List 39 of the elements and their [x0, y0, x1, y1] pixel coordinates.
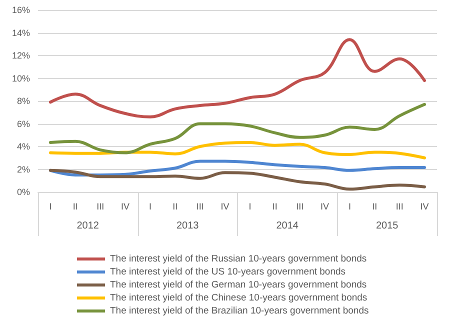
y-tick-label: 6% [16, 118, 30, 129]
y-tick-label: 4% [16, 142, 30, 152]
line-series [48, 160, 426, 176]
legend-label: The interest yield of the German 10-years government bonds [110, 280, 367, 290]
legend-label: The interest yield of the Russian 10-years government bonds [110, 254, 367, 264]
x-tick-label: I [248, 202, 252, 212]
y-tick-label: 2% [16, 164, 30, 174]
line-series [48, 168, 426, 191]
y-tick-label: 10% [12, 73, 30, 84]
y-tick-label: 8% [16, 96, 30, 106]
x-tick-label: II [72, 202, 78, 212]
y-tick-label: 12% [12, 50, 30, 60]
x-tick-label: II [372, 202, 378, 212]
legend-label: The interest yield of the Chinese 10-years government bonds [110, 292, 368, 304]
x-tick-label: IV [220, 202, 230, 212]
y-tick-label: 14% [12, 28, 30, 38]
x-tick-label: III [96, 202, 104, 212]
y-tick-label: 0% [16, 187, 30, 197]
text: 2014 [276, 220, 299, 232]
x-tick-label: IV [320, 202, 330, 212]
y-tick-label: 16% [12, 5, 30, 15]
x-tick-label: III [396, 202, 404, 212]
legend-label: The interest yield of the US 10-years government bonds [110, 266, 346, 278]
x-tick-label: I [148, 202, 152, 212]
legend-label: The interest yield of the Brazilian 10-years government bonds [110, 306, 369, 316]
x-tick-label: I [348, 202, 351, 212]
x-tick-label: II [172, 202, 178, 212]
text: 2015 [376, 220, 399, 232]
text: 2012 [76, 220, 100, 232]
x-tick-label: III [296, 202, 304, 212]
x-tick-label: I [49, 202, 52, 212]
x-tick-label: IV [420, 202, 429, 212]
line-series [48, 38, 426, 118]
x-tick-label: II [272, 202, 278, 212]
line-series [48, 102, 426, 154]
x-tick-label: IV [121, 202, 130, 212]
x-tick-label: III [196, 202, 204, 212]
line-series [48, 141, 426, 160]
text: 2013 [176, 220, 200, 232]
